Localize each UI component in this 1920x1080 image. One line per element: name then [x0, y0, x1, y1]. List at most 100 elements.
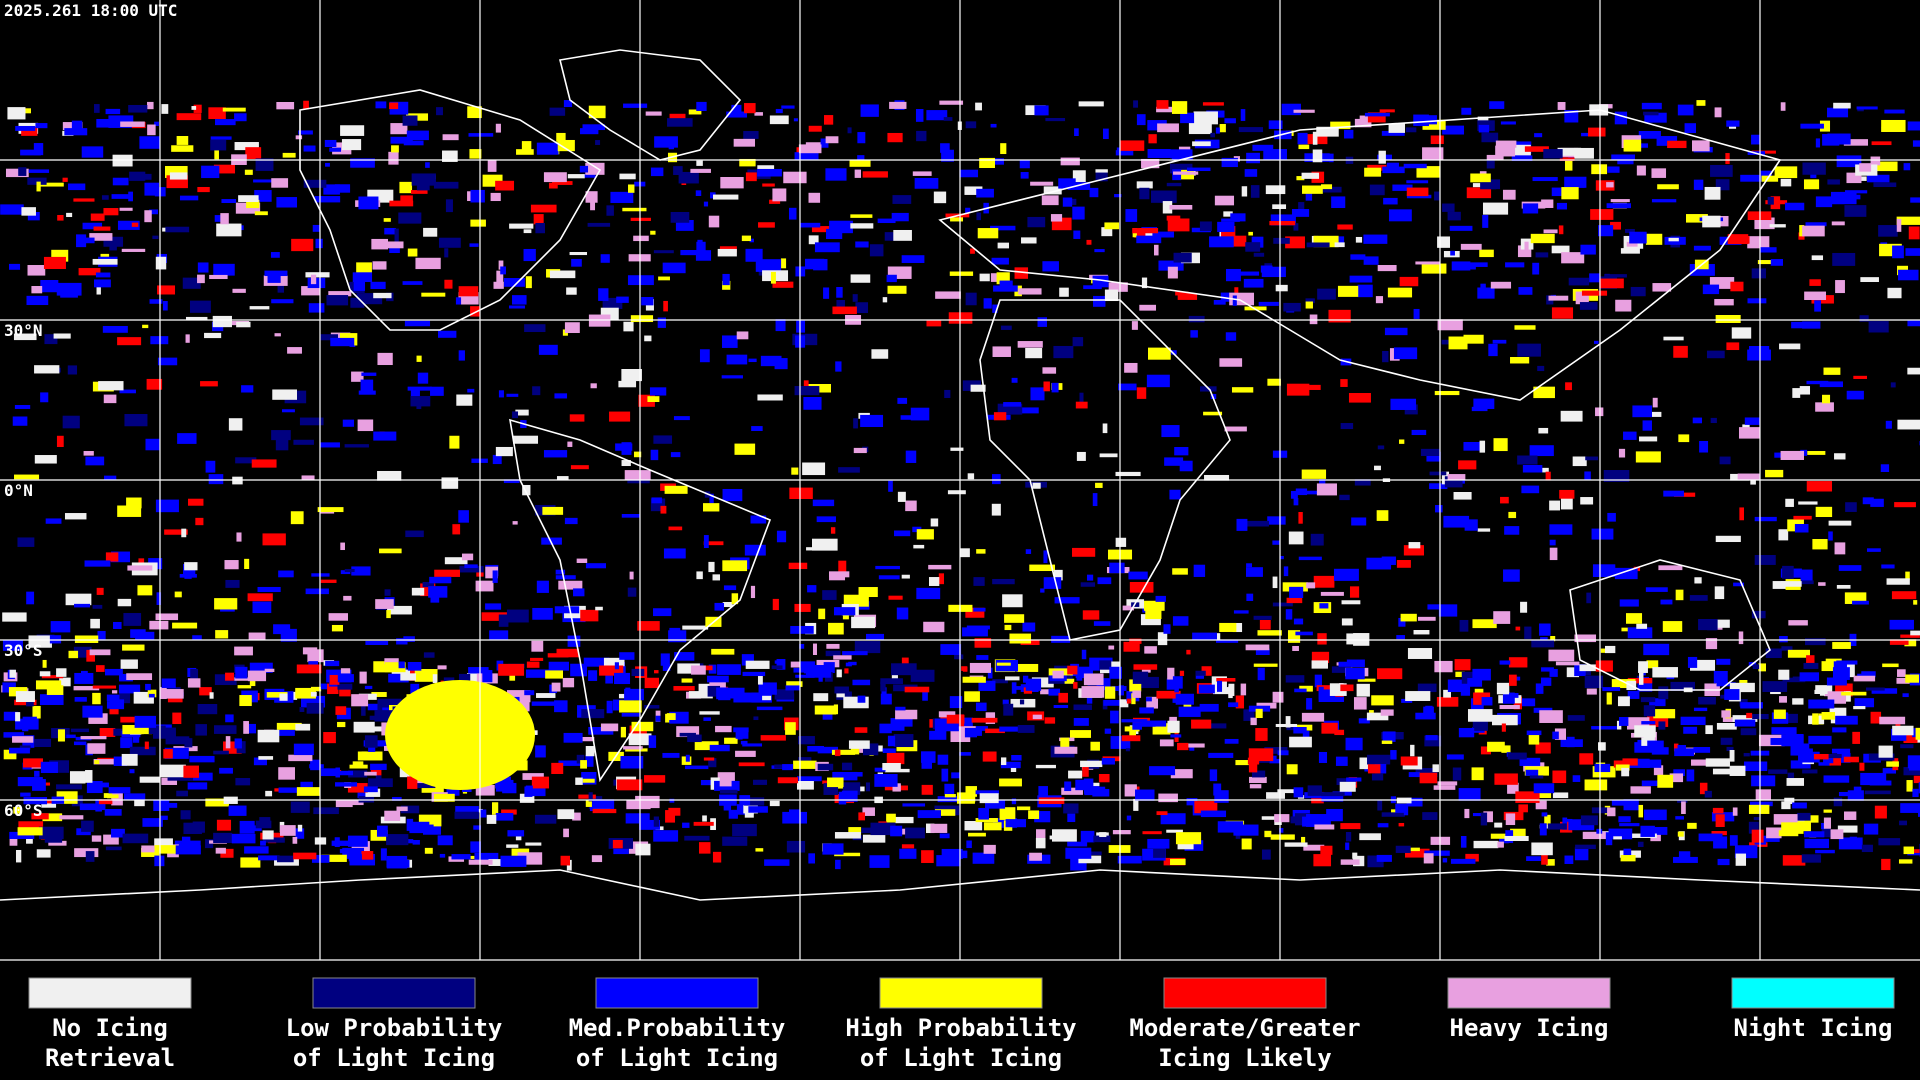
icing-patch: [1295, 631, 1313, 636]
icing-patch: [317, 507, 344, 513]
icing-patch: [1567, 715, 1585, 721]
icing-patch: [15, 718, 39, 730]
icing-patch: [112, 177, 129, 186]
icing-patch: [1104, 222, 1120, 230]
icing-patch: [521, 141, 532, 153]
icing-patch: [1236, 518, 1248, 531]
icing-patch: [1552, 770, 1567, 784]
icing-patch: [621, 442, 632, 455]
icing-patch: [619, 652, 635, 660]
lat-label: 0°N: [4, 481, 33, 500]
icing-patch: [1072, 170, 1086, 183]
icing-patch: [340, 542, 345, 551]
icing-patch: [1034, 811, 1051, 823]
icing-patch: [1585, 456, 1599, 461]
icing-patch: [154, 855, 165, 867]
icing-patch: [1747, 236, 1770, 249]
icing-patch: [805, 667, 831, 678]
icing-patch: [1792, 802, 1807, 809]
icing-patch: [1195, 670, 1206, 676]
icing-patch: [1471, 767, 1484, 781]
icing-patch: [267, 272, 281, 283]
icing-patch: [130, 629, 146, 638]
icing-patch: [1520, 601, 1528, 613]
icing-patch: [404, 320, 431, 327]
icing-patch: [925, 823, 935, 834]
icing-patch: [1537, 365, 1545, 372]
icing-patch: [1075, 666, 1093, 679]
icing-patch: [700, 780, 720, 786]
icing-patch: [1213, 783, 1222, 796]
icing-patch: [1503, 569, 1520, 582]
icing-patch: [1635, 143, 1649, 148]
icing-patch: [512, 411, 519, 419]
icing-patch: [774, 764, 789, 769]
icing-patch: [1067, 665, 1078, 675]
icing-patch: [708, 758, 717, 768]
icing-patch: [1823, 817, 1831, 829]
icing-patch: [1619, 599, 1639, 607]
icing-patch: [892, 783, 901, 792]
icing-patch: [1717, 858, 1730, 866]
icing-patch: [1812, 713, 1819, 725]
icing-patch: [850, 744, 860, 755]
icing-patch: [245, 147, 262, 160]
icing-patch: [1061, 787, 1083, 795]
icing-patch: [1115, 537, 1127, 547]
icing-patch: [1787, 649, 1810, 658]
icing-patch: [1535, 800, 1547, 810]
icing-patch: [558, 760, 583, 766]
icing-patch: [1245, 644, 1270, 651]
icing-patch: [1157, 632, 1168, 646]
icing-patch: [793, 760, 817, 769]
icing-patch: [1514, 698, 1536, 707]
icing-patch: [277, 855, 294, 863]
icing-patch: [668, 526, 683, 531]
icing-patch: [1663, 336, 1684, 341]
icing-patch: [1241, 838, 1252, 850]
legend-swatch: [1447, 977, 1611, 1009]
icing-patch: [27, 265, 46, 276]
icing-patch: [1153, 845, 1166, 858]
icing-patch: [1441, 339, 1450, 345]
icing-patch: [1469, 262, 1488, 267]
icing-patch: [916, 587, 941, 600]
icing-patch: [271, 178, 289, 188]
icing-patch: [631, 721, 654, 732]
icing-patch: [1437, 319, 1463, 331]
icing-patch: [290, 511, 304, 525]
icing-patch: [160, 815, 168, 820]
icing-patch: [1041, 195, 1059, 206]
icing-patch: [774, 660, 781, 664]
icing-patch: [1720, 737, 1733, 745]
icing-patch: [509, 223, 534, 229]
icing-patch: [1068, 770, 1083, 779]
icing-patch: [626, 800, 651, 810]
icing-patch: [1267, 378, 1281, 386]
icing-patch: [1643, 705, 1656, 717]
icing-patch: [1136, 387, 1147, 399]
icing-patch: [1301, 172, 1320, 179]
icing-patch: [506, 609, 529, 623]
icing-patch: [1521, 485, 1540, 494]
icing-patch: [59, 677, 71, 687]
icing-patch: [5, 168, 29, 178]
icing-patch: [894, 530, 911, 537]
icing-patch: [1128, 571, 1148, 580]
icing-patch: [673, 686, 695, 691]
icing-patch: [1693, 707, 1708, 712]
icing-patch: [833, 655, 852, 660]
icing-patch: [826, 228, 843, 240]
icing-patch: [1199, 703, 1219, 712]
icing-patch: [215, 847, 226, 854]
icing-patch: [1147, 120, 1167, 131]
icing-patch: [314, 196, 341, 203]
icing-patch: [1003, 703, 1014, 716]
icing-patch: [741, 654, 754, 666]
icing-patch: [1172, 676, 1183, 689]
icing-patch: [160, 764, 186, 778]
icing-patch: [1658, 686, 1669, 700]
icing-patch: [1405, 127, 1417, 133]
